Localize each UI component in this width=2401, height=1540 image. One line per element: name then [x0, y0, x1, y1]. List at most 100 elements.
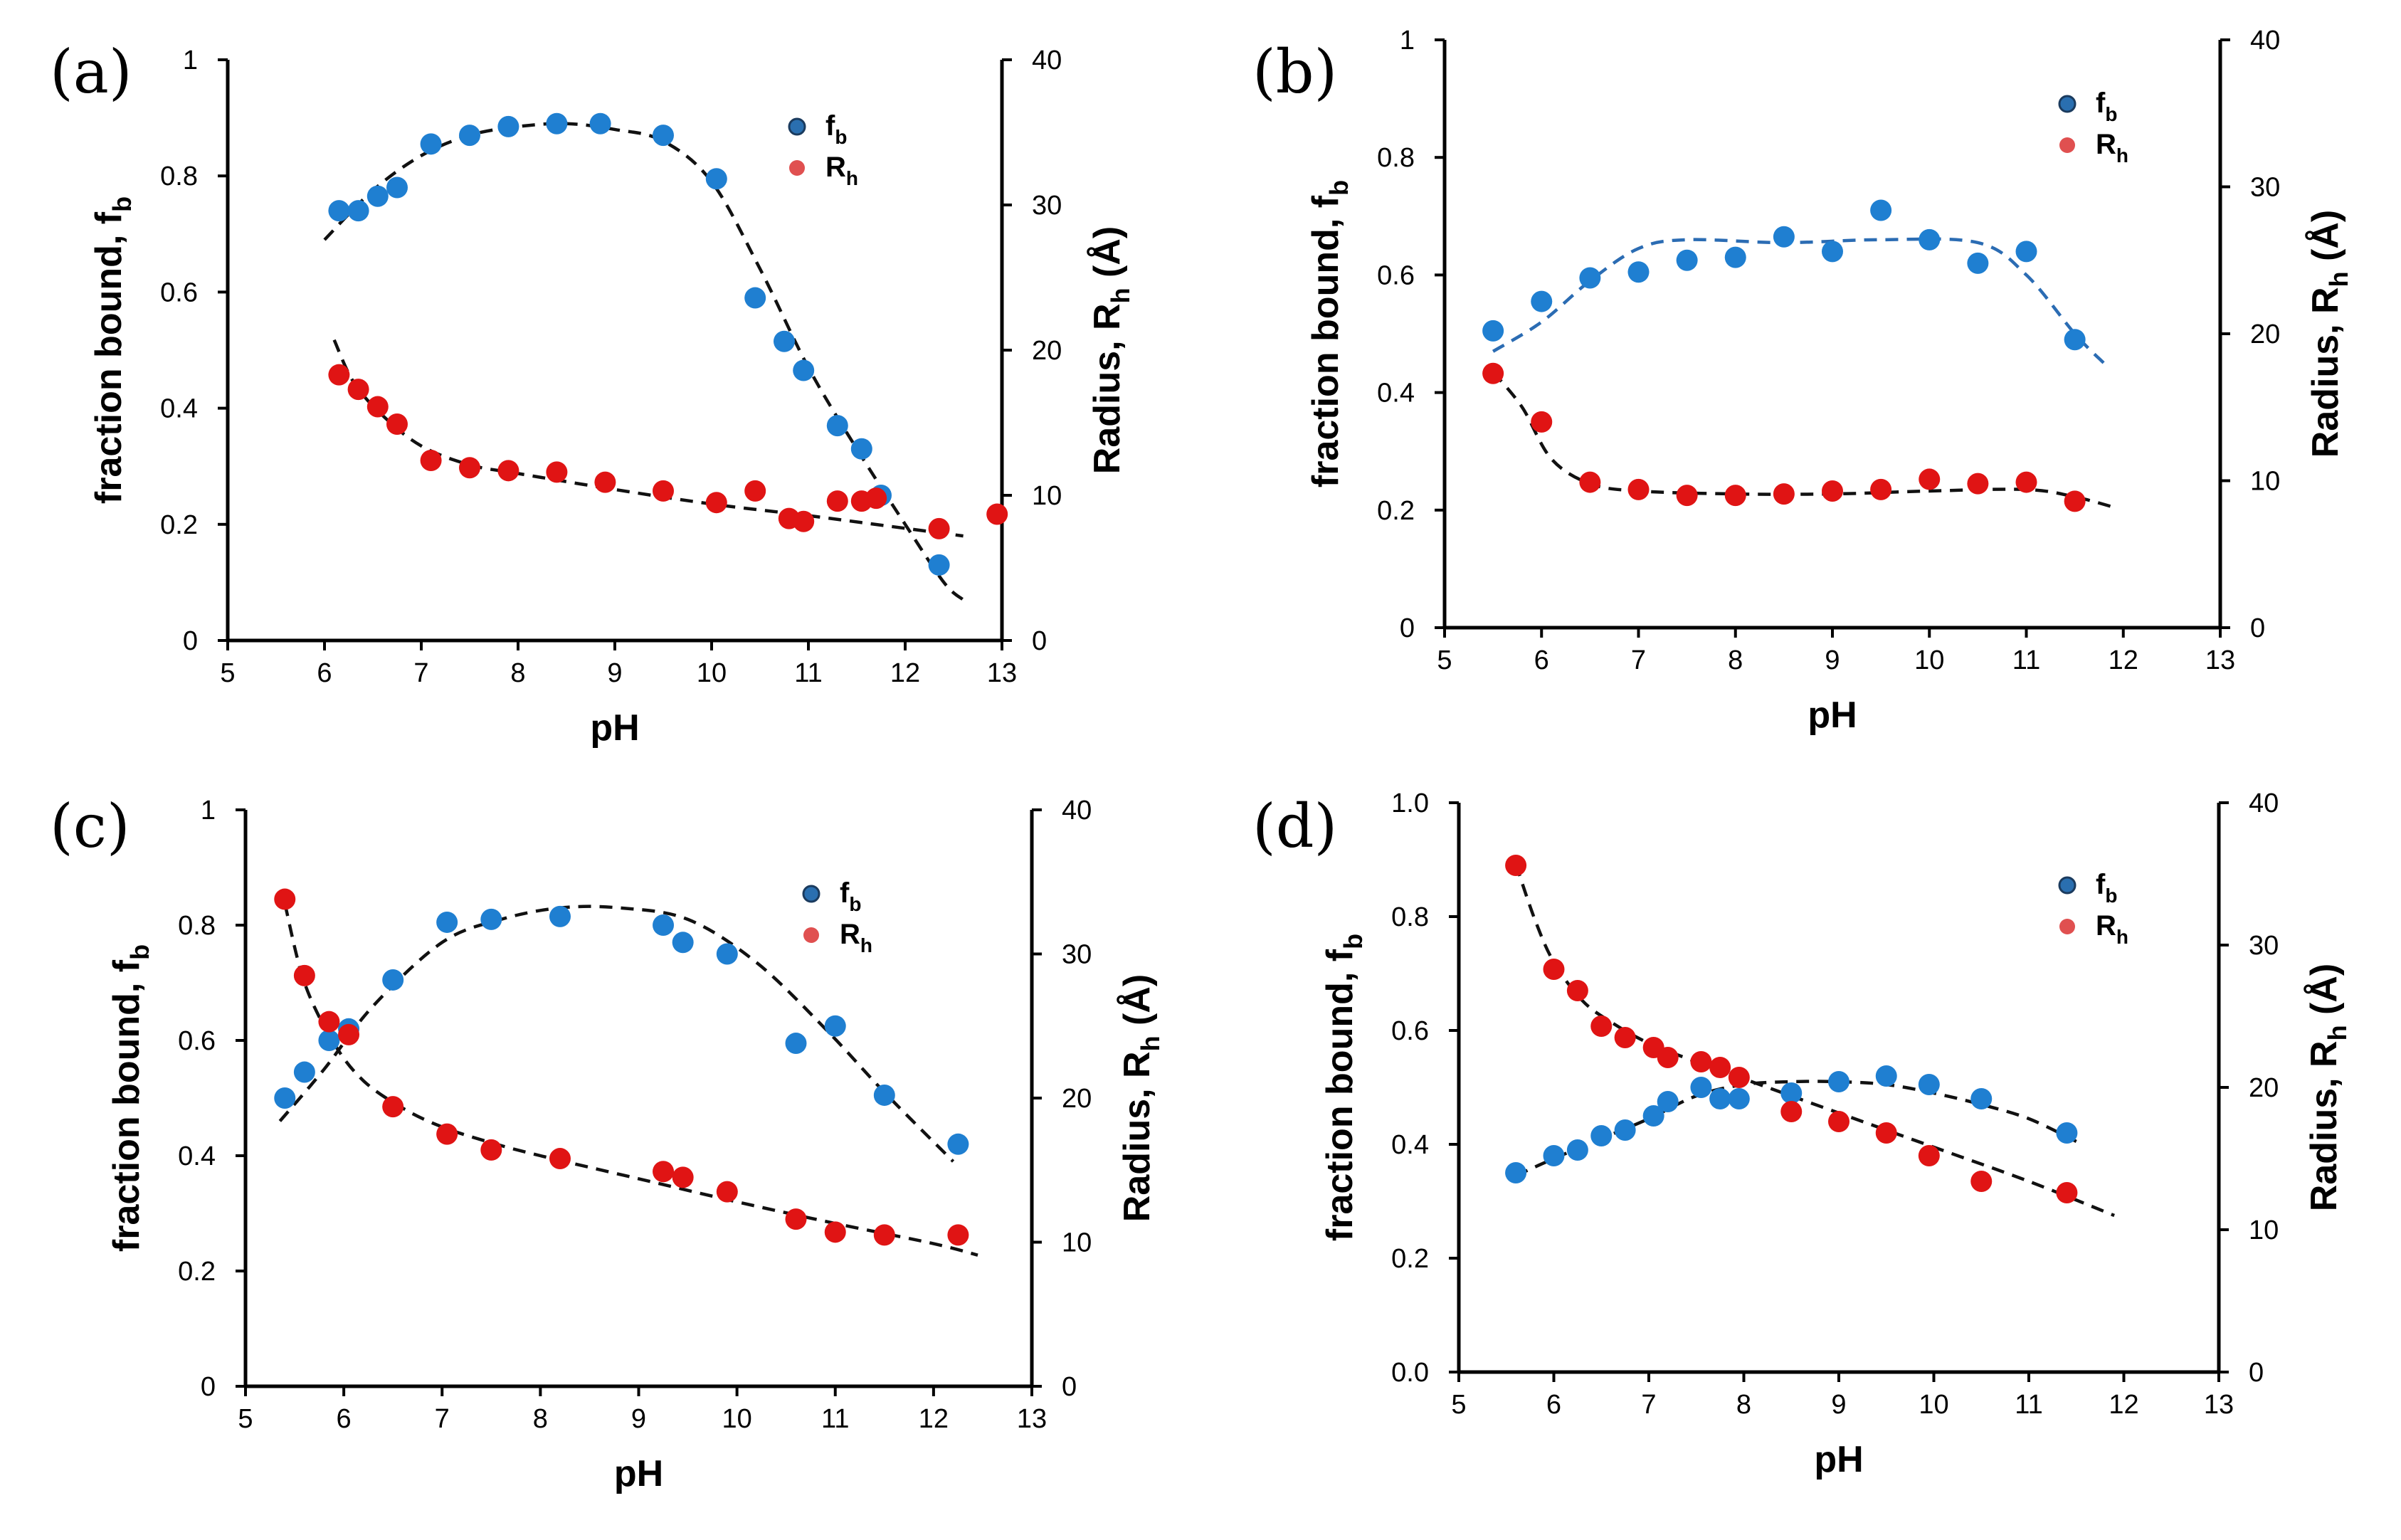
x-tick-label: 13 — [987, 658, 1017, 688]
x-tick-label: 7 — [413, 658, 428, 688]
legend-label-main: f — [2096, 869, 2106, 900]
legend-label-rh: Rh — [2096, 129, 2128, 167]
fb-fit-line — [1492, 237, 2106, 364]
fb-point — [497, 115, 519, 137]
legend-label-rh: Rh — [825, 152, 858, 189]
fb-point — [774, 330, 795, 352]
fb-point — [705, 168, 727, 190]
y2-axis-title-unit: (Å) — [2304, 964, 2345, 1025]
Rh-point — [672, 1166, 694, 1188]
legend-label-main: R — [2096, 129, 2116, 160]
legend-label-main: R — [825, 152, 846, 183]
Rh-point — [793, 510, 815, 532]
y-tick-label: 0.8 — [1391, 902, 1429, 932]
fb-point — [293, 1061, 315, 1083]
y2-tick-label: 30 — [1032, 191, 1062, 221]
fb-point — [1482, 320, 1504, 342]
x-tick-label: 10 — [722, 1404, 751, 1434]
y2-tick-label: 40 — [2250, 26, 2280, 56]
fb-point — [1579, 267, 1601, 289]
Rh-point — [347, 379, 369, 401]
y-tick-label: 0.4 — [178, 1141, 216, 1171]
x-tick-label: 9 — [1831, 1390, 1846, 1420]
y-axis-title-sub: b — [1339, 934, 1368, 949]
legend-label-sub: h — [860, 934, 872, 956]
x-tick-label: 6 — [1546, 1390, 1561, 1420]
Rh-point — [1967, 473, 1989, 495]
y-axis-title: fraction bound, fb — [88, 196, 137, 504]
x-tick-label: 11 — [2012, 645, 2040, 675]
y2-tick-label: 20 — [2250, 320, 2280, 349]
legend-marker-fb — [802, 885, 820, 903]
Rh-point — [986, 503, 1008, 525]
Rh-point — [1919, 468, 1941, 490]
fb-point — [1709, 1088, 1731, 1109]
legend-label-sub: b — [2105, 885, 2117, 907]
y2-tick-label: 30 — [2249, 931, 2279, 961]
fb-point — [2056, 1122, 2078, 1144]
x-tick-label: 8 — [1736, 1390, 1751, 1420]
Rh-fit-line — [283, 903, 978, 1257]
fb-point — [928, 554, 950, 576]
Rh-point — [1590, 1016, 1613, 1037]
x-tick-label: 13 — [1017, 1404, 1047, 1434]
x-tick-label: 12 — [2109, 1390, 2138, 1420]
chart-panel-b: (b)5 6 7 8 9 10 11 12 1300.20.40.60.81010203040p… — [1252, 26, 2353, 736]
x-tick-label: 11 — [2015, 1390, 2042, 1420]
legend-marker-rh — [2059, 919, 2075, 934]
legend-label-fb: fb — [2096, 869, 2117, 907]
y2-axis-title: Radius, Rh (Å) — [2305, 210, 2353, 458]
fb-point — [1676, 249, 1698, 271]
fb-point — [1828, 1071, 1849, 1092]
fb-point — [549, 905, 571, 927]
Rh-point — [1543, 959, 1565, 980]
x-tick-label: 9 — [1825, 645, 1840, 675]
legend-marker-rh — [2059, 137, 2075, 153]
Rh-point — [1875, 1122, 1897, 1144]
Rh-point — [1773, 483, 1795, 505]
fb-point — [1875, 1065, 1897, 1087]
y-tick-label: 0.8 — [178, 911, 216, 941]
Rh-point — [382, 1096, 404, 1118]
y-tick-label: 0.8 — [160, 162, 198, 191]
Rh-point — [744, 480, 766, 502]
Rh-point — [1918, 1145, 1940, 1166]
Rh-point — [947, 1224, 969, 1246]
x-tick-label: 6 — [337, 1404, 352, 1434]
fb-point — [382, 969, 404, 991]
legend-label-fb: fb — [825, 110, 847, 148]
y2-tick-label: 40 — [1062, 796, 1092, 826]
Rh-point — [705, 492, 727, 514]
fb-fit-line — [278, 905, 955, 1163]
x-axis-title: pH — [1808, 695, 1857, 736]
x-tick-label: 5 — [1451, 1390, 1466, 1420]
y2-axis-title: Radius, Rh (Å) — [2304, 964, 2352, 1211]
legend-marker-rh — [803, 927, 819, 943]
legend-label-main: f — [825, 110, 835, 142]
Rh-point — [1579, 471, 1601, 493]
legend-marker-fb — [2058, 876, 2077, 895]
x-tick-label: 8 — [510, 658, 525, 688]
y-tick-label: 1 — [1400, 26, 1415, 56]
Rh-point — [549, 1148, 571, 1170]
y2-axis-title-sub: h — [1106, 288, 1135, 303]
y2-tick-label: 0 — [2250, 613, 2265, 643]
y2-tick-label: 10 — [2250, 467, 2280, 497]
y2-tick-label: 40 — [1032, 46, 1062, 75]
legend-label-main: f — [840, 877, 850, 909]
Rh-point — [653, 1161, 675, 1183]
y-tick-label: 1 — [201, 796, 216, 826]
fb-point — [672, 932, 694, 954]
Rh-point — [386, 413, 408, 436]
y2-tick-label: 40 — [2249, 789, 2279, 818]
x-tick-label: 9 — [631, 1404, 646, 1434]
Rh-point — [2064, 490, 2086, 512]
y-tick-label: 0.6 — [1391, 1016, 1429, 1046]
fb-point — [850, 438, 872, 460]
fb-point — [1505, 1162, 1527, 1183]
Rh-point — [653, 480, 674, 502]
Rh-point — [1614, 1027, 1636, 1048]
legend-label-fb: fb — [840, 877, 861, 915]
fb-point — [744, 287, 766, 309]
